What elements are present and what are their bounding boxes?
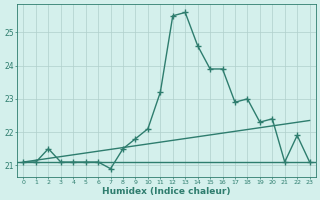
X-axis label: Humidex (Indice chaleur): Humidex (Indice chaleur) xyxy=(102,187,231,196)
